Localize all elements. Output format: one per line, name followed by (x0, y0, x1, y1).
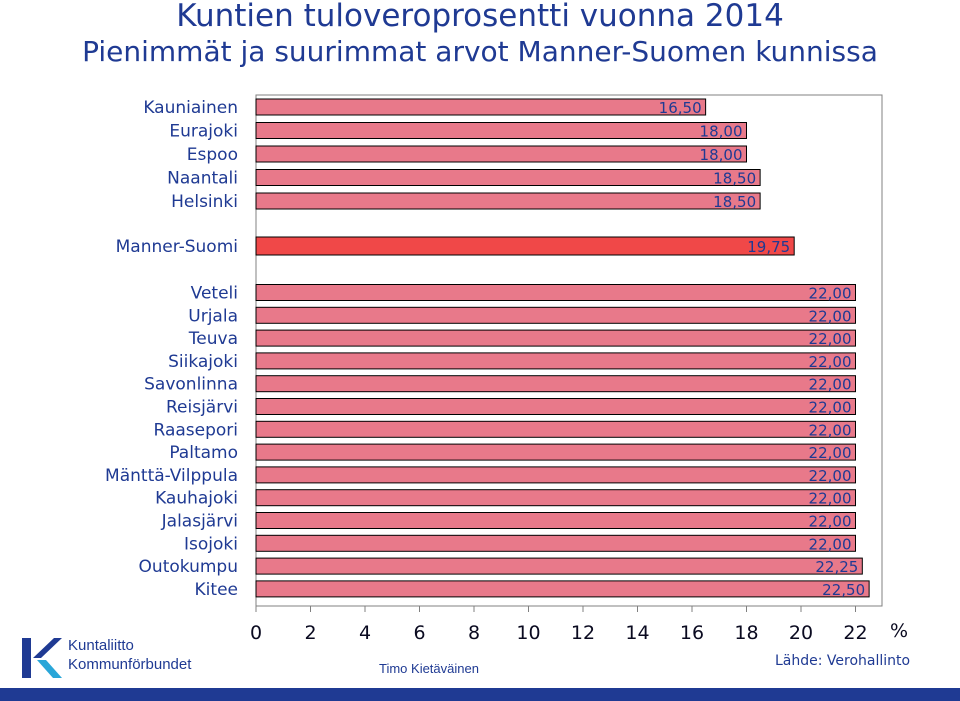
source-note: Lähde: Verohallinto (775, 653, 911, 669)
category-label: Urjala (188, 306, 238, 326)
category-label: Outokumpu (139, 557, 238, 577)
category-label: Raasepori (154, 420, 239, 440)
category-label: Naantali (167, 169, 238, 189)
category-label: Helsinki (171, 192, 238, 212)
bar-naantali (255, 169, 761, 186)
bar-savonlinna (255, 375, 856, 393)
value-label: 22,00 (809, 421, 852, 439)
bar-siikajoki (255, 352, 856, 370)
bar-eurajoki (255, 122, 747, 139)
value-label: 22,00 (809, 490, 852, 508)
category-label: Teuva (188, 329, 238, 349)
x-tick-label: 22 (843, 622, 867, 644)
chart-title: Kuntien tuloveroprosentti vuonna 2014 (176, 0, 784, 34)
value-label: 19,75 (747, 238, 790, 256)
bar-paltamo (255, 443, 856, 461)
bar-manner-suomi (255, 236, 795, 256)
bar-veteli (255, 284, 856, 301)
category-label: Jalasjärvi (161, 512, 238, 532)
value-label: 22,00 (809, 376, 852, 394)
bar-espoo (255, 145, 747, 163)
x-tick-label: 18 (734, 622, 758, 644)
x-tick-label: 8 (468, 622, 480, 644)
kuntaliitto-logo-icon (22, 638, 62, 678)
category-label: Kauniainen (143, 98, 238, 118)
value-label: 22,00 (809, 353, 852, 371)
value-label: 22,00 (809, 467, 852, 485)
bar-kitee (255, 580, 870, 598)
value-label: 16,50 (659, 99, 702, 117)
x-tick-label: 20 (789, 622, 813, 644)
logo-line-2: Kommunförbundet (68, 656, 192, 673)
category-label: Savonlinna (144, 375, 238, 395)
value-label: 22,00 (809, 444, 852, 462)
x-tick-label: 0 (250, 622, 262, 644)
value-label: 22,00 (809, 307, 852, 325)
bar-teuva (255, 329, 856, 347)
bar-jalasjärvi (255, 512, 856, 529)
bar-outokumpu (255, 557, 863, 575)
value-label: 22,50 (822, 581, 865, 599)
x-tick-label: 6 (413, 622, 425, 644)
bar-urjala (255, 306, 856, 324)
category-label: Veteli (191, 284, 238, 304)
logo-line-1: Kuntaliitto (68, 637, 134, 654)
value-label: 22,00 (809, 513, 852, 531)
footer-bar (0, 688, 960, 701)
value-label: 22,00 (809, 330, 852, 348)
x-tick-label: 2 (304, 622, 316, 644)
bar-isojoki (255, 534, 856, 552)
x-tick-label: 14 (625, 622, 649, 644)
category-label: Paltamo (169, 443, 238, 463)
bar-reisjärvi (255, 398, 856, 415)
x-tick-label: 4 (359, 622, 371, 644)
value-label: 18,00 (700, 123, 743, 141)
author-credit: Timo Kietäväinen (379, 661, 479, 676)
bar-kauniainen (255, 98, 707, 116)
plot-area (255, 94, 883, 607)
kuntaliitto-logo: Kuntaliitto Kommunförbundet (20, 636, 220, 680)
value-label: 18,50 (713, 170, 756, 188)
bar-mänttä-vilppula (255, 466, 856, 484)
category-label: Isojoki (184, 534, 238, 554)
chart-subtitle: Pienimmät ja suurimmat arvot Manner-Suom… (82, 35, 878, 68)
category-label: Kitee (195, 580, 238, 600)
category-label: Espoo (187, 145, 238, 165)
category-label: Manner-Suomi (116, 237, 238, 257)
bar-helsinki (255, 192, 761, 210)
x-axis-ticks: 0 2 4 6 8 10 12 14 16 18 20 22 (250, 606, 868, 644)
x-tick-label: 10 (516, 622, 540, 644)
bar-kauhajoki (255, 489, 856, 507)
x-tick-label: 12 (571, 622, 595, 644)
category-label: Mänttä-Vilppula (105, 466, 238, 486)
category-label: Siikajoki (168, 352, 238, 372)
value-label: 22,00 (809, 535, 852, 553)
logo-text: Kuntaliitto Kommunförbundet (68, 636, 191, 674)
value-label: 18,00 (700, 146, 743, 164)
category-label: Kauhajoki (155, 489, 238, 509)
value-label: 22,00 (809, 399, 852, 417)
category-label: Reisjärvi (166, 398, 238, 418)
x-tick-label: 16 (680, 622, 704, 644)
bars-group: Kauniainen 16,50 Eurajoki 18,00 Espoo 18,00 Na… (105, 98, 870, 600)
value-label: 18,50 (713, 193, 756, 211)
value-label: 22,25 (815, 558, 858, 576)
value-label: 22,00 (809, 285, 852, 303)
category-label: Eurajoki (169, 122, 238, 142)
x-axis-unit-label: % (890, 620, 908, 642)
bar-raasepori (255, 420, 856, 438)
